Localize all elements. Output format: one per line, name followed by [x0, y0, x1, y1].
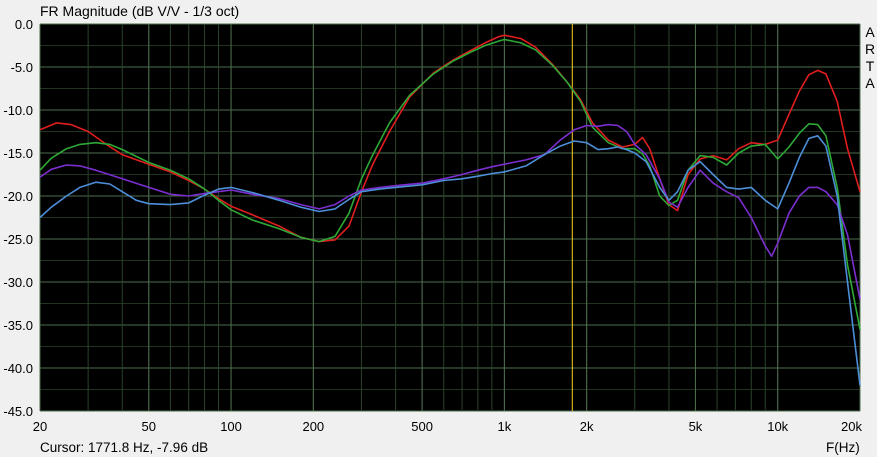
y-tick-label: -30.0 [3, 275, 33, 290]
x-axis-label: F(Hz) [826, 440, 860, 455]
brand-letter: R [864, 41, 876, 57]
brand-letter: A [865, 24, 875, 40]
chart-title: FR Magnitude (dB V/V - 1/3 oct) [40, 3, 240, 19]
series-line [39, 38, 861, 330]
y-tick-label: -25.0 [3, 232, 33, 247]
grid-lines [39, 23, 861, 412]
y-tick-label: -35.0 [3, 318, 33, 333]
series-group [39, 34, 861, 386]
brand-label: A R T A [864, 24, 876, 92]
x-tick-label: 20k [841, 419, 862, 434]
x-axis-ticks: 20 50 100 200 500 1k 2k 5k 10k 20k [33, 419, 863, 434]
y-axis-ticks: 0.0 -5.0 -10.0 -15.0 -20.0 -25.0 -30.0 -35.0 -40… [3, 17, 33, 419]
x-tick-label: 50 [142, 419, 156, 434]
x-tick-label: 20 [33, 419, 47, 434]
x-tick-label: 100 [220, 419, 242, 434]
series-line [39, 135, 861, 386]
x-tick-label: 500 [411, 419, 433, 434]
y-tick-label: -15.0 [3, 146, 33, 161]
x-tick-label: 200 [302, 419, 324, 434]
brand-letter: T [865, 58, 875, 74]
x-tick-label: 2k [580, 419, 594, 434]
y-tick-label: -5.0 [11, 60, 33, 75]
brand-letter: A [865, 75, 875, 91]
y-tick-label: -20.0 [3, 189, 33, 204]
y-tick-label: -45.0 [3, 404, 33, 419]
cursor-readout: Cursor: 1771.8 Hz, -7.96 dB [40, 440, 209, 455]
x-tick-label: 10k [767, 419, 788, 434]
x-tick-label: 5k [689, 419, 703, 434]
y-tick-label: 0.0 [15, 17, 33, 32]
y-tick-label: -40.0 [3, 361, 33, 376]
x-tick-label: 1k [498, 419, 512, 434]
chart-svg[interactable]: 0.0 -5.0 -10.0 -15.0 -20.0 -25.0 -30.0 -35.0 -40… [0, 0, 877, 440]
y-tick-label: -10.0 [3, 103, 33, 118]
